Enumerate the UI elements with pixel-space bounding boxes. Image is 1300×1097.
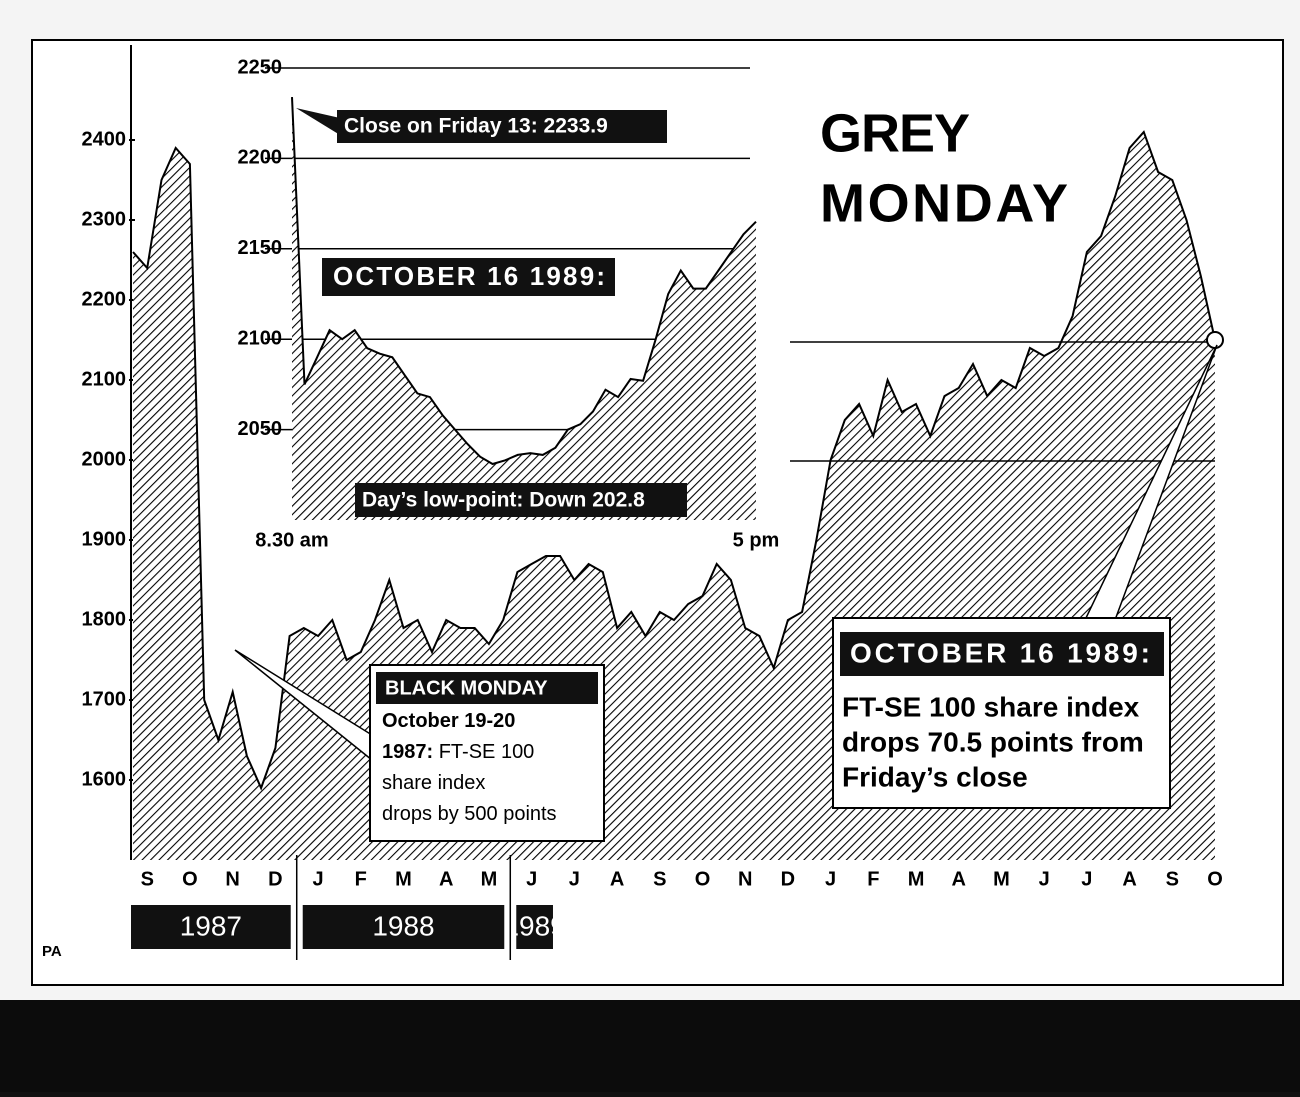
x-tick-label: A (610, 868, 624, 890)
x-tick-label: D (781, 868, 795, 890)
x-tick-label: M (395, 868, 412, 890)
callout-segment: share index (382, 772, 485, 794)
annotation-bg (355, 483, 687, 517)
subtitle-bg (322, 258, 615, 296)
subtitle: OCTOBER 16 1989: (333, 261, 605, 291)
callout-text: FT-SE 100 share index drops 70.5 points f… (842, 691, 1144, 792)
callout-heading: BLACK MONDAY (385, 677, 548, 699)
x-tick-label: J (1081, 868, 1092, 890)
y-tick-label: 1700 (82, 688, 127, 710)
area-line (132, 130, 1216, 791)
year-label: 1988 (372, 910, 434, 941)
annotation: Day’s low-point: Down 202.8 (362, 489, 645, 512)
x-tick-label: S (653, 868, 666, 890)
year-band (302, 905, 505, 949)
callout-line: 1987: FT-SE 100 (382, 741, 534, 763)
callout-line: drops 70.5 points from (842, 726, 1144, 757)
x-tick-label: J (526, 868, 537, 890)
title-line: GREY (820, 103, 970, 163)
callout-heading-bg (840, 632, 1164, 676)
x-tick-label: N (738, 868, 752, 890)
inset-chart: 2050 2100 2150 2200 2250 8.30 am 5 pm Close on … (238, 56, 780, 551)
callout-line: Friday’s close (842, 761, 1028, 792)
callout-text: October 19-20 1987: FT-SE 100 share index d… (382, 710, 557, 825)
callout-line: October 19-20 (382, 710, 515, 732)
y-tick-label: 1600 (82, 768, 127, 790)
year-band (516, 905, 553, 949)
y-tick-label: 2100 (82, 368, 127, 390)
x-tick-label: 5 pm (733, 529, 780, 551)
year-label: 1987 (180, 910, 242, 941)
area-fill (292, 97, 756, 520)
callout-segment: October 19-20 (382, 710, 515, 732)
y-tick-label: 2150 (238, 237, 283, 259)
x-tick-label: S (1166, 868, 1179, 890)
y-tick-label: 2400 (82, 128, 127, 150)
x-tick-label: J (569, 868, 580, 890)
title-line: MONDAY (820, 173, 1068, 233)
callout-segment: drops by 500 points (382, 803, 557, 825)
callout-heading-bg (376, 672, 598, 704)
x-tick-label: 8.30 am (255, 529, 328, 551)
x-tick-label: O (695, 868, 711, 890)
area-line (291, 97, 757, 466)
y-tick-label: 2050 (238, 418, 283, 440)
callout-segment: 1987: (382, 741, 433, 763)
x-tick-label: O (182, 868, 198, 890)
end-point (1206, 331, 1224, 349)
callout-line: FT-SE 100 share index (842, 691, 1140, 722)
x-tick-label: J (825, 868, 836, 890)
y-tick-label: 2200 (238, 147, 283, 169)
x-tick-label: J (313, 868, 324, 890)
x-tick-label: A (439, 868, 453, 890)
annotation: Close on Friday 13: 2233.9 (344, 115, 608, 138)
callout-heading: OCTOBER 16 1989: (850, 637, 1150, 668)
x-tick-label: A (1122, 868, 1136, 890)
y-tick-label: 2250 (238, 56, 283, 78)
y-tick-label: 2100 (238, 327, 283, 349)
x-tick-label: S (141, 868, 154, 890)
callout-segment: FT-SE 100 (433, 741, 534, 763)
title: GREY MONDAY (820, 103, 1068, 233)
x-tick-label: O (1207, 868, 1223, 890)
photo-edge (0, 1000, 1300, 1092)
x-tick-label: D (268, 868, 282, 890)
x-tick-label: M (908, 868, 925, 890)
x-tick-label: A (952, 868, 966, 890)
x-tick-label: N (225, 868, 239, 890)
year-band (131, 905, 291, 949)
credit: PA (42, 943, 62, 960)
x-tick-label: J (1039, 868, 1050, 890)
x-tick-label: F (355, 868, 367, 890)
y-tick-label: 1800 (82, 608, 127, 630)
annotation-pointer (296, 108, 340, 135)
y-tick-label: 2200 (82, 288, 127, 310)
callout-line: share index (382, 772, 485, 794)
x-tick-label: M (993, 868, 1010, 890)
x-tick-label: F (867, 868, 879, 890)
y-tick-label: 2000 (82, 448, 127, 470)
y-tick-label: 1900 (82, 528, 127, 550)
year-label: 1989 (503, 910, 565, 941)
x-tick-label: M (481, 868, 498, 890)
y-tick-label: 2300 (82, 208, 127, 230)
callout-line: drops by 500 points (382, 803, 557, 825)
annotation-bg (337, 110, 667, 143)
